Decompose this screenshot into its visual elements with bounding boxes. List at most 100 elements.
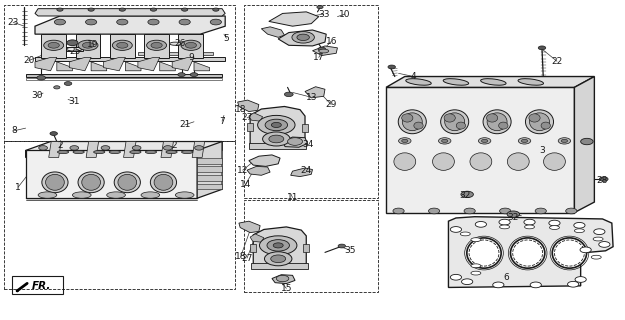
- Circle shape: [442, 139, 448, 142]
- Ellipse shape: [511, 238, 545, 268]
- Text: 5: 5: [224, 34, 229, 43]
- Text: 29: 29: [326, 100, 337, 109]
- Circle shape: [399, 138, 411, 144]
- Ellipse shape: [574, 229, 584, 233]
- Polygon shape: [35, 57, 57, 71]
- Text: 35: 35: [344, 246, 356, 255]
- Circle shape: [258, 116, 295, 134]
- Text: 30: 30: [31, 91, 42, 100]
- Text: 2: 2: [171, 140, 177, 149]
- Text: 4: 4: [411, 72, 416, 81]
- Text: 15: 15: [281, 284, 292, 293]
- Polygon shape: [194, 62, 209, 71]
- Polygon shape: [160, 62, 175, 71]
- Polygon shape: [49, 141, 61, 157]
- Circle shape: [151, 8, 157, 11]
- Polygon shape: [386, 87, 574, 212]
- Circle shape: [461, 279, 472, 284]
- Polygon shape: [278, 30, 326, 46]
- Circle shape: [499, 208, 511, 214]
- Polygon shape: [173, 57, 194, 71]
- Circle shape: [338, 244, 346, 248]
- Polygon shape: [386, 76, 594, 87]
- Text: 31: 31: [69, 97, 80, 106]
- Ellipse shape: [146, 150, 157, 154]
- Circle shape: [284, 92, 293, 97]
- Ellipse shape: [181, 150, 192, 154]
- Polygon shape: [57, 62, 72, 71]
- Circle shape: [451, 227, 461, 232]
- Ellipse shape: [414, 122, 423, 129]
- Bar: [302, 124, 308, 132]
- Text: 27: 27: [241, 114, 252, 123]
- Polygon shape: [86, 141, 99, 157]
- Ellipse shape: [73, 150, 84, 154]
- Circle shape: [273, 243, 283, 248]
- Ellipse shape: [66, 47, 82, 51]
- Circle shape: [561, 139, 568, 142]
- Circle shape: [317, 5, 323, 9]
- Text: 24: 24: [301, 166, 312, 175]
- Ellipse shape: [470, 153, 492, 170]
- Bar: [303, 244, 309, 252]
- Ellipse shape: [549, 226, 559, 229]
- Circle shape: [574, 222, 585, 228]
- Circle shape: [67, 40, 78, 46]
- Ellipse shape: [141, 192, 160, 198]
- Text: 13: 13: [306, 93, 317, 102]
- Text: 10: 10: [339, 10, 351, 19]
- Ellipse shape: [78, 172, 104, 193]
- Ellipse shape: [518, 79, 544, 85]
- Polygon shape: [305, 87, 325, 98]
- Bar: [26, 78, 222, 80]
- Text: 14: 14: [239, 180, 251, 189]
- Text: 18: 18: [235, 105, 246, 114]
- Polygon shape: [261, 27, 284, 37]
- Circle shape: [267, 240, 289, 251]
- Polygon shape: [69, 57, 91, 71]
- Circle shape: [288, 138, 302, 145]
- Polygon shape: [126, 62, 141, 71]
- Circle shape: [451, 274, 461, 280]
- Circle shape: [461, 191, 473, 197]
- Ellipse shape: [402, 113, 422, 131]
- Polygon shape: [178, 34, 203, 58]
- Circle shape: [402, 139, 408, 142]
- Bar: [197, 184, 222, 189]
- Text: 12: 12: [237, 166, 248, 175]
- Ellipse shape: [107, 192, 126, 198]
- Ellipse shape: [486, 114, 498, 122]
- Text: 25: 25: [70, 47, 81, 56]
- Polygon shape: [249, 155, 280, 166]
- Polygon shape: [124, 141, 136, 157]
- Circle shape: [575, 276, 586, 282]
- Circle shape: [86, 19, 97, 25]
- Ellipse shape: [46, 174, 64, 190]
- Circle shape: [538, 46, 546, 50]
- Text: 3: 3: [539, 146, 545, 155]
- Circle shape: [151, 43, 162, 48]
- Circle shape: [393, 208, 404, 214]
- Ellipse shape: [394, 153, 416, 170]
- Circle shape: [276, 275, 289, 282]
- Circle shape: [566, 208, 577, 214]
- Ellipse shape: [130, 150, 141, 154]
- Text: 27: 27: [241, 254, 252, 263]
- Circle shape: [521, 139, 528, 142]
- Bar: [197, 158, 222, 164]
- Ellipse shape: [483, 110, 511, 134]
- Circle shape: [264, 252, 292, 266]
- Circle shape: [478, 138, 491, 144]
- Polygon shape: [104, 57, 126, 71]
- Ellipse shape: [526, 110, 554, 134]
- Circle shape: [39, 146, 48, 150]
- Polygon shape: [41, 34, 66, 58]
- Bar: [138, 52, 212, 55]
- Ellipse shape: [524, 225, 534, 229]
- Ellipse shape: [445, 113, 464, 131]
- Circle shape: [78, 40, 98, 50]
- Circle shape: [177, 73, 185, 76]
- Circle shape: [54, 19, 66, 25]
- Text: 17: 17: [313, 53, 324, 62]
- Text: 16: 16: [326, 37, 337, 46]
